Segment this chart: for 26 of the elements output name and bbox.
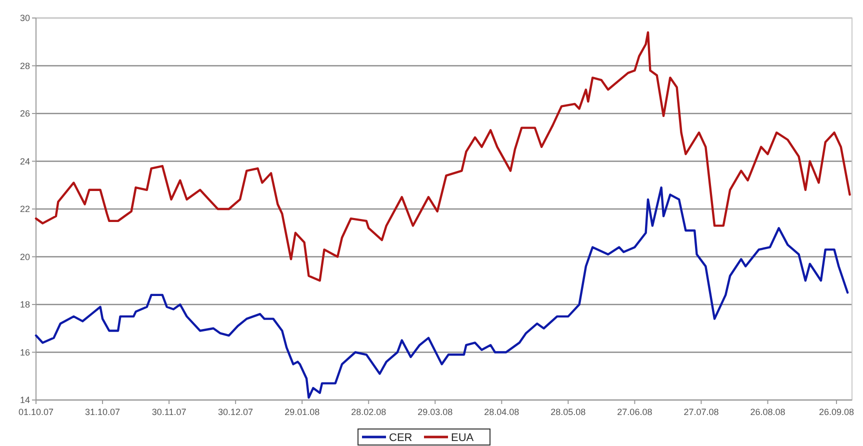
x-tick-label: 28.04.08: [484, 407, 520, 417]
line-series: [34, 31, 851, 282]
y-tick-label: 26: [20, 108, 30, 119]
legend-label: EUA: [451, 432, 474, 444]
x-tick-label: 27.07.08: [684, 407, 719, 417]
x-tick-label: 28.05.08: [550, 407, 586, 417]
line-series: [34, 186, 849, 399]
x-tick-label: 28.02.08: [351, 407, 386, 417]
x-tick-label: 26.08.08: [750, 407, 786, 417]
x-tick-label: 27.06.08: [617, 407, 652, 417]
x-tick-label: 31.10.07: [85, 407, 120, 417]
y-tick-label: 30: [20, 13, 30, 24]
x-tick-label: 26.09.08: [818, 407, 854, 417]
legend-label: CER: [389, 432, 412, 444]
y-tick-label: 28: [20, 60, 30, 71]
y-tick-label: 20: [20, 252, 30, 262]
x-tick-label: 29.03.08: [418, 407, 453, 417]
y-tick-label: 22: [20, 204, 30, 214]
y-tick-label: 14: [20, 395, 30, 406]
y-tick-label: 24: [20, 156, 30, 166]
y-tick-label: 16: [20, 347, 30, 358]
x-tick-label: 29.01.08: [284, 407, 320, 417]
x-tick-label: 01.10.07: [18, 407, 54, 417]
x-tick-label: 30.12.07: [218, 407, 254, 417]
x-tick-label: 30.11.07: [152, 407, 186, 417]
y-tick-label: 18: [20, 300, 30, 310]
